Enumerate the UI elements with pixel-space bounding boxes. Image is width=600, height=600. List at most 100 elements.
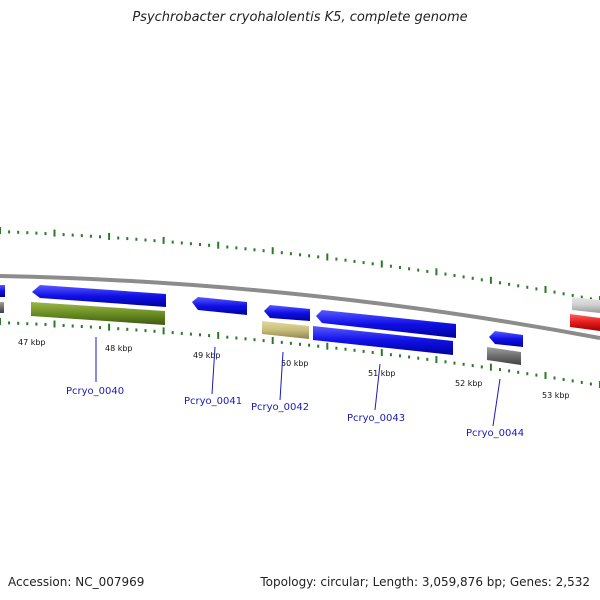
gene-arrow-pcryo-0041[interactable] xyxy=(192,297,247,315)
gene-label-pcryo-0040[interactable]: Pcryo_0040 xyxy=(66,386,124,397)
inner-minor-tick xyxy=(335,346,338,350)
outer-minor-tick xyxy=(299,253,301,257)
inner-minor-tick xyxy=(144,329,147,333)
outer-tick-row xyxy=(0,227,600,303)
outer-minor-tick xyxy=(462,275,465,279)
outer-minor-tick xyxy=(562,292,565,296)
outer-minor-tick xyxy=(371,262,374,266)
gene-feature-right-lightgray[interactable] xyxy=(572,297,600,313)
outer-minor-tick xyxy=(117,236,120,240)
inner-major-tick xyxy=(271,337,274,344)
inner-minor-tick xyxy=(517,370,520,374)
inner-major-tick xyxy=(108,323,111,331)
leader-line-pcryo-0043 xyxy=(374,363,381,411)
inner-minor-tick xyxy=(562,378,565,381)
outer-minor-tick xyxy=(71,233,74,237)
outer-minor-tick xyxy=(353,259,356,263)
outer-minor-tick xyxy=(62,233,65,237)
gene-feature-partial-left-blue[interactable] xyxy=(0,285,5,297)
inner-minor-tick xyxy=(26,322,29,326)
inner-minor-tick xyxy=(408,355,411,359)
outer-minor-tick xyxy=(362,261,365,265)
leader-line-pcryo-0041 xyxy=(211,346,216,395)
inner-minor-tick xyxy=(444,360,447,364)
cds-pcryo-0042[interactable] xyxy=(262,321,309,339)
gene-label-pcryo-0044[interactable]: Pcryo_0044 xyxy=(466,428,524,439)
inner-minor-tick xyxy=(580,380,583,384)
leader-line-pcryo-0042 xyxy=(279,351,284,401)
outer-minor-tick xyxy=(517,284,520,288)
outer-major-tick xyxy=(435,268,438,276)
gene-feature-partial-left-gray[interactable] xyxy=(0,302,4,313)
inner-minor-tick xyxy=(453,361,456,365)
outer-minor-tick xyxy=(589,297,592,301)
inner-minor-tick xyxy=(499,368,501,372)
inner-minor-tick xyxy=(135,328,138,332)
outer-minor-tick xyxy=(89,234,92,238)
outer-minor-tick xyxy=(508,282,511,286)
outer-minor-tick xyxy=(180,241,183,245)
inner-minor-tick xyxy=(317,344,320,348)
inner-minor-tick xyxy=(371,351,374,354)
inner-minor-tick xyxy=(426,357,429,361)
gene-arrow-pcryo-0043[interactable] xyxy=(316,310,456,338)
inner-minor-tick xyxy=(99,326,101,330)
outer-minor-tick xyxy=(308,254,311,258)
inner-minor-tick xyxy=(253,338,256,342)
inner-tick-row xyxy=(0,318,600,388)
inner-minor-tick xyxy=(344,347,347,351)
outer-minor-tick xyxy=(153,239,156,243)
outer-minor-tick xyxy=(208,243,211,247)
inner-major-tick xyxy=(53,320,56,328)
outer-minor-tick xyxy=(480,278,483,282)
gene-label-pcryo-0041[interactable]: Pcryo_0041 xyxy=(184,396,242,407)
inner-minor-tick xyxy=(508,369,511,373)
gene-leader-lines xyxy=(95,337,501,427)
outer-minor-tick xyxy=(526,285,529,289)
inner-minor-tick xyxy=(571,379,574,383)
gene-feature-right-red[interactable] xyxy=(570,314,600,331)
inner-minor-tick xyxy=(535,373,538,377)
inner-minor-tick xyxy=(89,325,92,329)
inner-major-tick xyxy=(326,342,329,350)
inner-minor-tick xyxy=(17,321,20,325)
inner-minor-tick xyxy=(299,342,301,346)
outer-minor-tick xyxy=(253,248,256,252)
outer-minor-tick xyxy=(17,230,20,234)
inner-minor-tick xyxy=(471,364,474,368)
outer-minor-tick xyxy=(199,243,201,246)
outer-minor-tick xyxy=(235,246,238,250)
gene-arrow-pcryo-0040[interactable] xyxy=(32,285,166,307)
gene-labels: Pcryo_0040 Pcryo_0041 Pcryo_0042 Pcryo_0… xyxy=(66,386,524,439)
outer-minor-tick xyxy=(26,231,29,235)
inner-minor-tick xyxy=(389,353,392,357)
cds-pcryo-0044[interactable] xyxy=(487,347,521,365)
outer-minor-tick xyxy=(417,268,420,272)
inner-minor-tick xyxy=(199,333,201,337)
feature-track xyxy=(0,285,600,365)
outer-minor-tick xyxy=(126,237,129,241)
cds-pcryo-0043[interactable] xyxy=(313,326,453,355)
inner-minor-tick xyxy=(399,354,401,358)
outer-minor-tick xyxy=(171,240,174,244)
inner-minor-tick xyxy=(417,356,420,360)
outer-minor-tick xyxy=(8,230,11,234)
kbp-label-51: 51 kbp xyxy=(368,369,396,378)
outer-minor-tick xyxy=(135,237,138,241)
inner-minor-tick xyxy=(362,349,365,353)
gene-arrow-pcryo-0042[interactable] xyxy=(264,305,310,321)
gene-label-pcryo-0043[interactable]: Pcryo_0043 xyxy=(347,413,405,424)
inner-minor-tick xyxy=(44,323,47,326)
gene-label-pcryo-0042[interactable]: Pcryo_0042 xyxy=(251,402,309,413)
inner-minor-tick xyxy=(553,376,556,380)
cds-pcryo-0040[interactable] xyxy=(31,302,165,325)
gene-arrow-pcryo-0044[interactable] xyxy=(489,331,523,347)
outer-minor-tick xyxy=(571,293,574,297)
outer-minor-tick xyxy=(335,257,338,261)
inner-minor-tick xyxy=(480,365,483,369)
inner-major-tick xyxy=(217,331,220,339)
inner-major-tick xyxy=(435,356,438,364)
inner-major-tick xyxy=(380,349,383,357)
inner-minor-tick xyxy=(126,327,129,331)
